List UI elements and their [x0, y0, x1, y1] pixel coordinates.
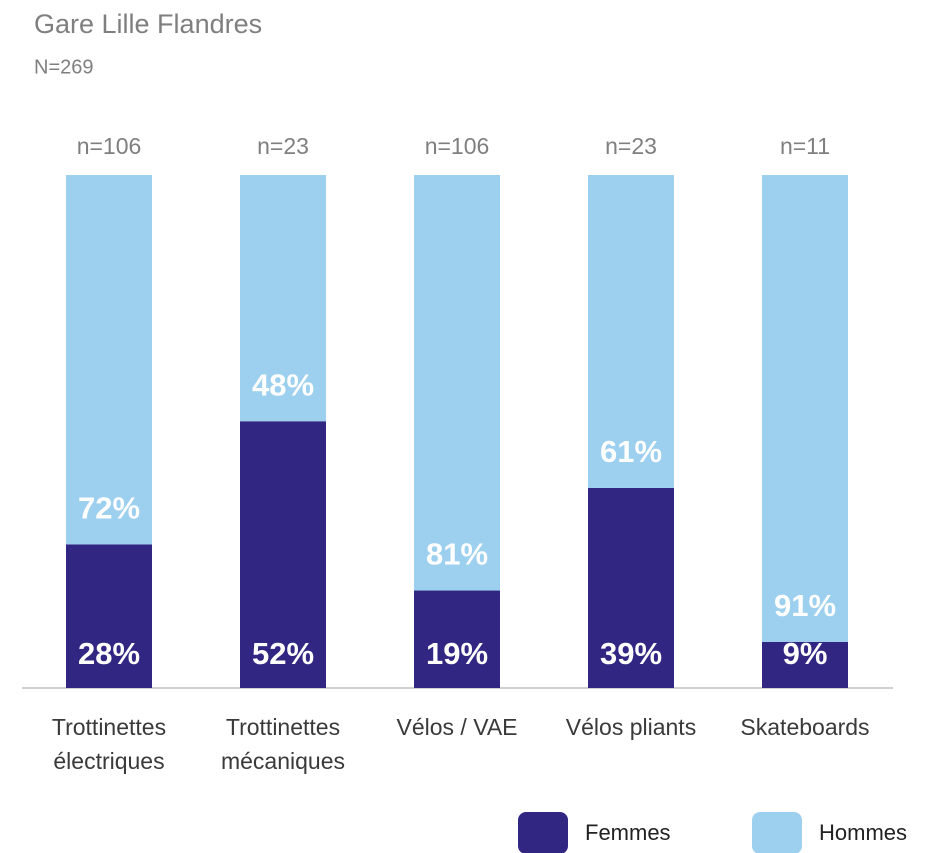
x-tick-label: Trottinettes mécaniques: [220, 714, 346, 774]
n-label: n=11: [780, 133, 830, 159]
n-label: n=106: [425, 133, 490, 159]
value-label: 52%: [252, 636, 314, 671]
value-label: 48%: [252, 367, 314, 402]
value-label: 9%: [783, 636, 828, 671]
value-label: 81%: [426, 537, 488, 572]
value-label: 19%: [426, 636, 488, 671]
bar-segment: [762, 175, 848, 642]
legend-label: Femmes: [585, 820, 671, 845]
legend-swatch: [518, 812, 568, 853]
value-label: 28%: [78, 636, 140, 671]
legend-swatch: [752, 812, 802, 853]
bar-segment: [588, 487, 674, 688]
x-tick-label: Trottinettes électriques: [51, 714, 167, 774]
legend-label: Hommes: [819, 820, 907, 845]
bar-segment: [240, 175, 326, 422]
bar-segment: [240, 421, 326, 688]
n-label: n=23: [257, 133, 309, 159]
x-tick-label: Skateboards: [740, 714, 870, 740]
chart-subtitle: N=269: [34, 56, 94, 78]
n-label: n=23: [605, 133, 657, 159]
value-label: 72%: [78, 491, 140, 526]
bar-segment: [762, 641, 848, 688]
bar-segment: [414, 175, 500, 591]
bar-segment: [66, 175, 152, 545]
value-label: 61%: [600, 434, 662, 469]
n-label: n=106: [77, 133, 142, 159]
bar-segment: [414, 590, 500, 688]
x-tick-label: Vélos pliants: [565, 714, 697, 740]
bar-segment: [588, 175, 674, 488]
value-label: 39%: [600, 636, 662, 671]
x-tick-label: Vélos / VAE: [396, 714, 518, 740]
value-label: 91%: [774, 588, 836, 623]
chart-title: Gare Lille Flandres: [34, 9, 262, 39]
bar-segment: [66, 544, 152, 688]
